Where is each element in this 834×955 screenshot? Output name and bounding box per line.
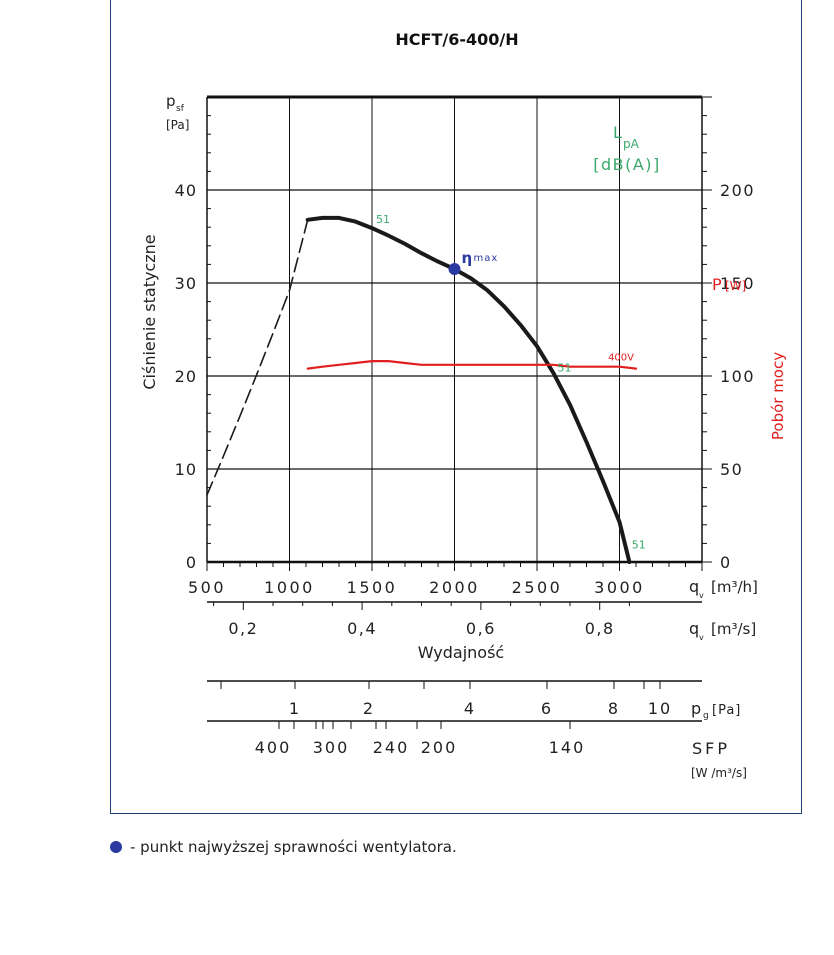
y-right-label: Pobór mocy: [769, 352, 787, 440]
sfp-label: SFP: [692, 739, 730, 758]
x-tick-label: 1000: [264, 578, 315, 597]
pg-label: p: [691, 699, 703, 718]
pg-label-sub: g: [703, 711, 709, 721]
y-right-tick-label: 150: [720, 274, 755, 293]
x-tick-label: 2500: [512, 578, 563, 597]
y-left-symbol-sub: sf: [176, 104, 185, 114]
x-axis-label: Wydajność: [418, 643, 504, 662]
pressure-curve: [305, 215, 632, 564]
x2-symbol: q: [689, 619, 699, 638]
sfp-tick-label: 200: [421, 738, 458, 757]
pg-tick-label: 4: [464, 699, 476, 718]
y-left-unit: [Pa]: [166, 118, 189, 132]
x-tick-label: 1500: [347, 578, 398, 597]
legend-note-text: - punkt najwyższej sprawności wentylator…: [130, 838, 457, 856]
sfp-tick-label: 140: [549, 738, 586, 757]
x2-tick-label: 0,4: [347, 619, 377, 638]
x-symbol: q: [689, 577, 699, 596]
pg-tick-label: 1: [289, 699, 301, 718]
y-left-tick-label: 0: [186, 553, 197, 572]
eta-max-label: max: [474, 253, 499, 264]
x2-tick-label: 0,8: [585, 619, 615, 638]
x-tick-label: 500: [188, 578, 226, 597]
lpa-symbol: L: [613, 123, 622, 142]
x2-unit: [m³/s]: [711, 620, 756, 638]
y-left-tick-label: 30: [175, 274, 197, 293]
y-right-tick-label: 100: [720, 367, 755, 386]
y-left-symbol: p: [166, 92, 176, 110]
y-right-tick-label: 50: [720, 460, 743, 479]
pg-unit: [Pa]: [712, 703, 741, 718]
x2-tick-label: 0,6: [466, 619, 496, 638]
y-left-tick-label: 10: [175, 460, 197, 479]
y-right-symbol: P: [712, 275, 722, 294]
pressure-unstable-curve: [206, 219, 309, 496]
power-series-label: 400V: [608, 353, 634, 364]
x-symbol-sub: v: [699, 591, 704, 600]
y-right-unit: [W]: [725, 279, 746, 293]
y-left-label: Ciśnienie statyczne: [140, 234, 159, 389]
y-left-tick-label: 40: [175, 181, 197, 200]
y-right-tick-label: 200: [720, 181, 755, 200]
lpa-symbol-sub: pA: [623, 137, 640, 151]
x-unit: [m³/h]: [711, 578, 758, 596]
x2-symbol-sub: v: [699, 633, 704, 642]
eta-max-symbol: η: [462, 249, 473, 267]
x-tick-label: 2000: [429, 578, 480, 597]
lpa-unit: [dB(A)]: [593, 155, 661, 174]
power-curve: [306, 360, 638, 370]
lpa-marker-label: 51: [632, 538, 646, 551]
eta-max-dot-icon: [110, 841, 122, 853]
y-right-tick-label: 0: [720, 553, 732, 572]
lpa-marker-label: 51: [558, 362, 572, 375]
x-tick-label: 3000: [594, 578, 645, 597]
sfp-tick-label: 240: [373, 738, 410, 757]
pg-tick-label: 2: [363, 699, 375, 718]
sfp-tick-label: 300: [313, 738, 350, 757]
sfp-unit: [W /m³/s]: [691, 766, 747, 780]
pg-tick-label: 8: [608, 699, 620, 718]
sfp-tick-label: 400: [255, 738, 292, 757]
y-left-tick-label: 20: [175, 367, 197, 386]
legend-note: - punkt najwyższej sprawności wentylator…: [110, 836, 457, 858]
x2-tick-label: 0,2: [228, 619, 258, 638]
chart-title: HCFT/6-400/H: [395, 30, 518, 49]
pg-tick-label: 6: [541, 699, 553, 718]
eta-max-point: [448, 263, 461, 276]
chart-frame: HCFT/6-400/H 0 10 20 30 40 p sf [Pa] Ciśnienie st…: [110, 0, 802, 814]
pg-tick-label: 10: [648, 699, 672, 718]
lpa-marker-label: 51: [376, 213, 390, 226]
